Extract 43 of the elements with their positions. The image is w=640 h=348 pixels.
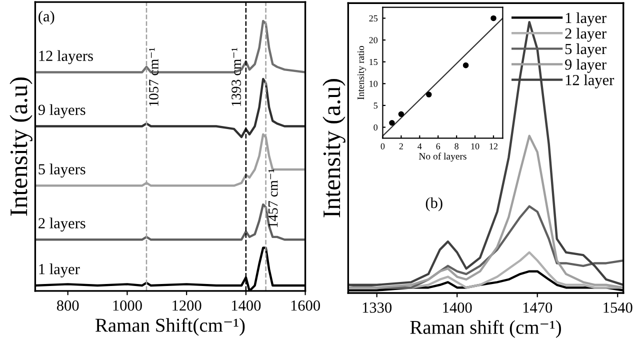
y-tick-label: 20 [369, 37, 378, 44]
x-axis-title: Raman Shift(cm⁻¹) [96, 318, 245, 336]
y-tick-label: 25 [369, 15, 378, 22]
x-tick-label: 1200 [172, 300, 202, 311]
x-tick-label: 2 [399, 143, 403, 150]
series-label: 2 layers [38, 218, 86, 232]
legend-label: 12 layer [566, 74, 614, 88]
legend-label: 1 layer [566, 12, 606, 26]
x-tick-label: 0 [380, 143, 385, 150]
y-tick-label: 15 [370, 59, 378, 66]
annotation: (a) [38, 10, 54, 25]
y-tick-label: 0 [374, 124, 378, 130]
annotation: (b) [426, 197, 442, 212]
x-tick-label: 6 [436, 143, 440, 150]
y-axis-title: Intensity (a.u) [10, 77, 32, 216]
x-tick-label: 1400 [443, 302, 472, 313]
ref-line-label: 1393 cm⁻¹ [232, 48, 241, 106]
x-axis-title: Raman shift (cm⁻¹) [410, 320, 561, 338]
x-tick-label: 10 [471, 143, 480, 150]
ref-line-label: 1057 cm⁻¹ [149, 48, 158, 106]
y-tick-label: 10 [370, 80, 378, 87]
legend-label: 2 layer [565, 28, 606, 42]
y-axis-title: Intensity (a.u) [322, 79, 346, 218]
legend-label: 5 layer [565, 43, 606, 58]
series-label: 12 layers [39, 50, 93, 64]
ref-line-label: 1457 cm⁻¹ [268, 169, 278, 228]
x-tick-label: 1600 [291, 300, 320, 311]
x-tick-label: 1330 [362, 302, 392, 313]
series-label: 5 layers [38, 164, 86, 178]
series-label: 9 layers [38, 104, 86, 118]
x-tick-label: 1470 [523, 302, 552, 313]
y-tick-label: 5 [374, 102, 378, 109]
x-tick-label: 1540 [604, 302, 632, 313]
legend-label: 9 layer [565, 58, 606, 73]
x-axis-title: No of layers [418, 152, 466, 162]
x-tick-label: 1400 [232, 300, 261, 311]
x-tick-label: 4 [418, 143, 422, 150]
series-label: 1 layer [39, 264, 80, 278]
x-tick-label: 12 [490, 143, 498, 150]
x-tick-label: 1000 [113, 300, 142, 311]
x-tick-label: 8 [454, 143, 458, 150]
x-tick-label: 800 [56, 300, 79, 311]
y-axis-title: Intensity ratio [358, 46, 366, 100]
